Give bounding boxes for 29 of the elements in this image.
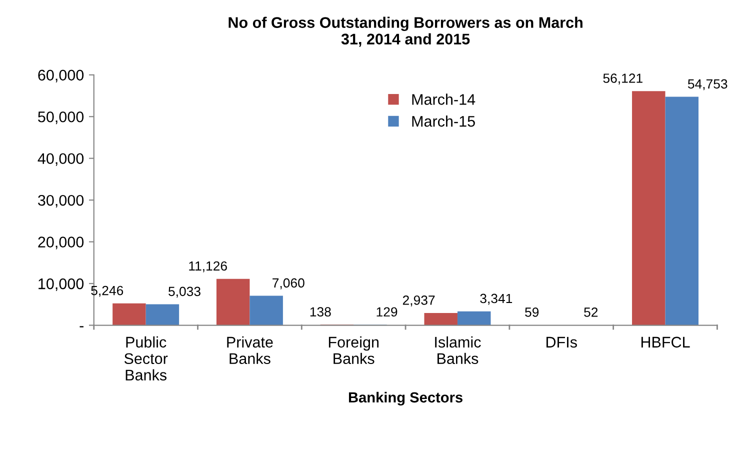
y-tick-label: 10,000 (38, 278, 84, 292)
data-label: 3,341 (480, 294, 512, 305)
legend-label: March-14 (412, 94, 476, 105)
x-tick-label: Public Sector Banks (124, 336, 168, 381)
x-tick-label: Foreign Banks (328, 336, 379, 364)
x-tick-label: Islamic Banks (435, 336, 481, 364)
data-label: 7,060 (272, 278, 304, 290)
x-tick-label: DFIs (546, 336, 577, 348)
data-label: 56,121 (603, 74, 642, 84)
data-label: 54,753 (688, 79, 728, 90)
data-label: 138 (310, 307, 331, 317)
x-tick-label: Private Banks (227, 336, 273, 364)
data-label: 129 (376, 307, 398, 317)
data-label: 5,246 (91, 286, 124, 297)
y-tick-label: - (80, 326, 84, 328)
data-label: 11,126 (189, 261, 227, 272)
y-tick-label: 60,000 (38, 70, 84, 82)
y-tick-label: 20,000 (38, 236, 84, 250)
y-tick-label: 30,000 (38, 194, 84, 208)
y-tick-label: 50,000 (38, 111, 84, 124)
x-tick-label: HBFCL (641, 336, 690, 348)
data-label: 52 (584, 308, 598, 317)
data-label: 5,033 (168, 286, 200, 298)
chart-title: No of Gross Outstanding Borrowers as on March 31, 2014 and 2015 (228, 16, 582, 47)
x-axis-title: Banking Sectors (348, 392, 462, 406)
y-tick-label: 40,000 (38, 153, 84, 166)
data-label: 59 (525, 308, 539, 317)
legend-label: March-15 (412, 116, 475, 127)
data-label: 2,937 (402, 295, 435, 306)
